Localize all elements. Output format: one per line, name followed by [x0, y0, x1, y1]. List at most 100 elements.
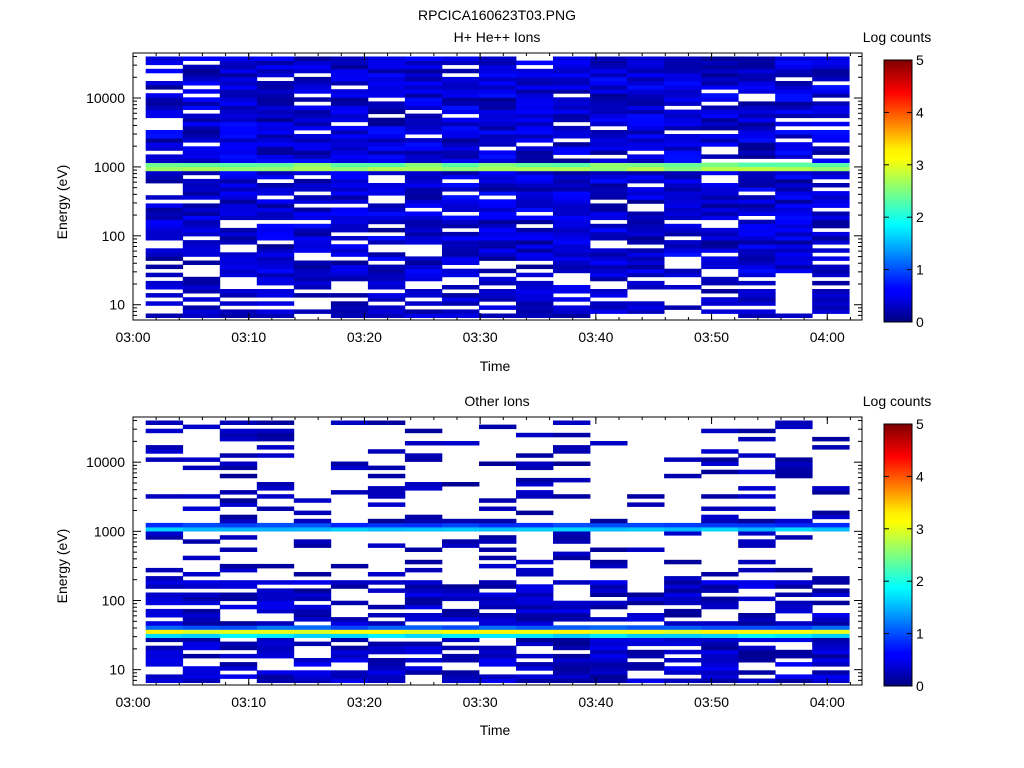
- heatmap-cell: [404, 592, 443, 597]
- heatmap-cell: [293, 231, 332, 237]
- heatmap-cell: [293, 215, 332, 221]
- heatmap-cell: [812, 170, 850, 176]
- heatmap-cell: [145, 531, 184, 536]
- heatmap-cell: [516, 313, 554, 318]
- heatmap-cell: [182, 158, 221, 163]
- heatmap-cell: [516, 527, 554, 532]
- heatmap-cell: [738, 125, 776, 131]
- heatmap-cell: [479, 130, 517, 135]
- heatmap-cell: [553, 244, 591, 249]
- heatmap-cell: [775, 236, 813, 241]
- heatmap-cell: [627, 236, 665, 241]
- heatmap-cell: [367, 211, 406, 216]
- heatmap-cell: [404, 138, 443, 143]
- heatmap-cell: [775, 653, 813, 659]
- heatmap-cell: [182, 280, 221, 286]
- heatmap-cell: [293, 572, 332, 577]
- heatmap-cell: [627, 178, 665, 184]
- heatmap-cell: [775, 142, 813, 147]
- heatmap-cell: [330, 170, 369, 176]
- heatmap-cell: [812, 613, 850, 618]
- heatmap-cell: [404, 559, 443, 565]
- heatmap-cell: [701, 600, 739, 606]
- heatmap-cell: [256, 653, 295, 659]
- heatmap-cell: [590, 174, 628, 180]
- heatmap-cell: [812, 101, 850, 106]
- heatmap-cell: [553, 256, 591, 261]
- heatmap-cell: [182, 89, 221, 94]
- x-tick-label: 04:00: [810, 694, 845, 710]
- heatmap-cell: [479, 555, 517, 561]
- heatmap-cell: [442, 174, 480, 180]
- heatmap-cell: [367, 486, 406, 491]
- heatmap-cell: [330, 645, 369, 651]
- heatmap-cell: [404, 150, 443, 155]
- heatmap-cell: [145, 449, 184, 454]
- heatmap-cell: [627, 72, 665, 78]
- heatmap-cell: [627, 522, 665, 528]
- heatmap-cell: [145, 633, 184, 638]
- panel-other-ions: Other Ions Log counts Time Energy (eV) 0…: [54, 393, 931, 738]
- heatmap-cell: [404, 162, 443, 168]
- heatmap-cell: [701, 105, 739, 110]
- heatmap-cell: [367, 60, 406, 66]
- heatmap-cell: [442, 134, 480, 139]
- heatmap-cell: [182, 138, 221, 143]
- heatmap-cell: [367, 170, 406, 176]
- colorbar-tick-label: 5: [916, 52, 924, 68]
- heatmap-cell: [442, 138, 480, 143]
- heatmap-cell: [367, 134, 406, 139]
- heatmap-cell: [145, 85, 184, 90]
- heatmap-cell: [145, 613, 184, 618]
- heatmap-cell: [553, 195, 591, 200]
- heatmap-cell: [182, 313, 221, 318]
- heatmap-cell: [516, 187, 554, 192]
- heatmap-cell: [256, 313, 295, 318]
- heatmap-cell: [367, 666, 406, 671]
- heatmap-cell: [293, 178, 332, 184]
- heatmap-cell: [145, 170, 184, 176]
- heatmap-cell: [479, 162, 517, 168]
- colorbar-gradient: [883, 59, 913, 323]
- heatmap-cell: [479, 633, 517, 638]
- heatmap-cell: [738, 81, 776, 86]
- heatmap-cell: [738, 280, 776, 286]
- heatmap-cell: [256, 649, 295, 655]
- heatmap-cell: [293, 248, 332, 253]
- heatmap-cell: [330, 633, 369, 638]
- heatmap-cell: [219, 420, 258, 425]
- heatmap-cell: [219, 109, 258, 115]
- heatmap-cell: [145, 93, 184, 98]
- heatmap-cell: [256, 272, 295, 278]
- heatmap-cell: [404, 85, 443, 90]
- heatmap-cell: [701, 461, 739, 466]
- heatmap-cell: [219, 662, 258, 667]
- heatmap-cell: [553, 522, 591, 528]
- heatmap-cell: [367, 502, 406, 507]
- y-axis-label: Energy (eV): [54, 165, 70, 240]
- heatmap-cell: [775, 252, 813, 257]
- y-axis-label: Energy (eV): [54, 529, 70, 604]
- heatmap-cell: [404, 113, 443, 119]
- heatmap-cell: [442, 195, 480, 200]
- heatmap-cell: [404, 457, 443, 462]
- heatmap-cell: [590, 600, 628, 606]
- heatmap-cell: [219, 252, 258, 257]
- heatmap-cell: [442, 56, 480, 61]
- heatmap-cell: [219, 142, 258, 147]
- heatmap-cell: [219, 215, 258, 221]
- heatmap-cell: [256, 588, 295, 593]
- heatmap-cell: [701, 514, 739, 520]
- heatmap-cell: [738, 629, 776, 634]
- heatmap-cell: [404, 219, 443, 225]
- heatmap-cell: [627, 174, 665, 180]
- heatmap-cell: [553, 76, 591, 82]
- heatmap-cell: [627, 121, 665, 127]
- heatmap-cell: [775, 420, 813, 425]
- heatmap-cell: [701, 134, 739, 139]
- heatmap-cell: [367, 117, 406, 123]
- heatmap-cell: [479, 134, 517, 139]
- heatmap-cell: [367, 219, 406, 225]
- heatmap-cell: [404, 268, 443, 274]
- heatmap-cell: [256, 174, 295, 180]
